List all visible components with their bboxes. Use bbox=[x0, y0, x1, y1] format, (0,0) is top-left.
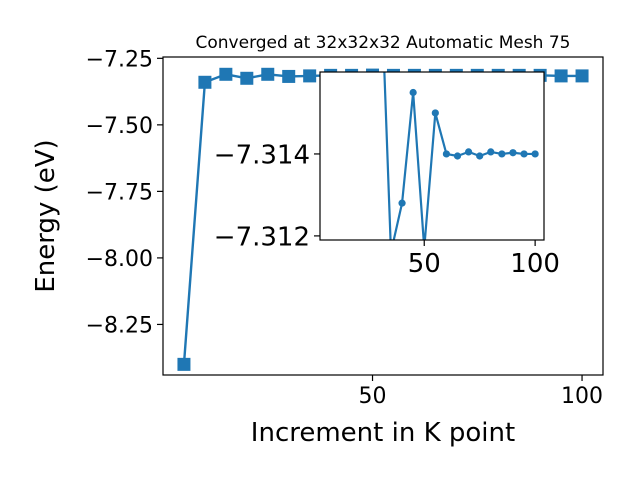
main-data-point bbox=[554, 69, 568, 83]
chart-title: Converged at 32x32x32 Automatic Mesh 75 bbox=[196, 33, 571, 53]
main-x-tick-label: 100 bbox=[561, 384, 603, 409]
main-data-point bbox=[282, 69, 296, 83]
inset-data-point bbox=[498, 150, 506, 158]
main-y-tick-label: −7.25 bbox=[86, 47, 153, 72]
inset-plot: −7.314 −7.312 50 100 bbox=[214, 71, 560, 279]
inset-data-point bbox=[442, 150, 451, 158]
main-y-axis: −8.25 −8.00 −7.75 −7.50 −7.25 bbox=[86, 47, 163, 338]
main-x-axis: 50 100 bbox=[359, 375, 603, 409]
y-axis-label: Energy (eV) bbox=[31, 139, 61, 292]
inset-x-tick-label: 50 bbox=[408, 249, 441, 279]
main-data-point bbox=[177, 357, 191, 371]
main-data-point bbox=[198, 75, 212, 89]
main-data-point bbox=[240, 71, 254, 85]
inset-y-axis: −7.314 −7.312 bbox=[214, 140, 320, 252]
inset-data-point bbox=[520, 150, 528, 158]
inset-data-point bbox=[453, 152, 462, 160]
main-y-tick-label: −7.50 bbox=[86, 114, 153, 139]
x-axis-label: Increment in K point bbox=[251, 418, 515, 448]
inset-x-tick-label: 100 bbox=[510, 249, 560, 279]
inset-data-point bbox=[464, 148, 473, 156]
inset-y-tick-label: −7.314 bbox=[214, 140, 310, 170]
main-data-point bbox=[303, 69, 317, 83]
main-data-point bbox=[575, 69, 589, 83]
inset-data-point bbox=[487, 148, 495, 156]
inset-x-axis: 50 100 bbox=[408, 240, 560, 279]
main-x-tick-label: 50 bbox=[359, 384, 387, 409]
inset-data-point bbox=[509, 149, 517, 157]
inset-data-point bbox=[531, 150, 539, 158]
main-plot-frame bbox=[162, 56, 604, 376]
inset-data-point bbox=[431, 109, 439, 117]
inset-data-point bbox=[409, 88, 417, 97]
main-y-tick-label: −8.00 bbox=[86, 247, 153, 272]
inset-frame bbox=[319, 71, 545, 241]
inset-y-tick-label: −7.312 bbox=[214, 222, 310, 252]
main-y-tick-label: −7.75 bbox=[86, 180, 153, 205]
inset-plot-series bbox=[383, 72, 539, 240]
main-y-tick-label: −8.25 bbox=[86, 313, 153, 338]
main-data-point bbox=[261, 67, 275, 81]
inset-data-point bbox=[476, 152, 484, 160]
inset-data-point bbox=[398, 199, 406, 207]
main-data-point bbox=[219, 67, 233, 81]
